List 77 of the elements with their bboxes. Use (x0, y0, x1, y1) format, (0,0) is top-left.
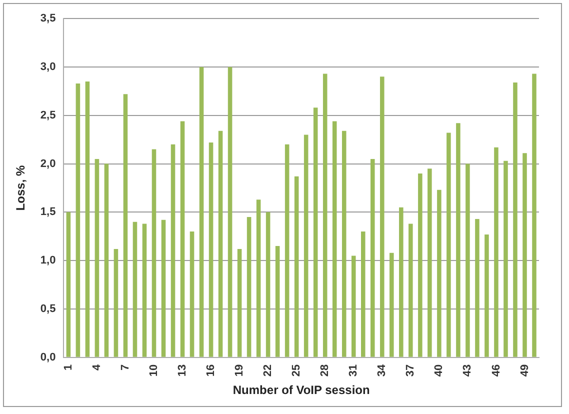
bar (256, 200, 261, 357)
x-tick-label: 1 (62, 364, 74, 370)
bar (190, 232, 194, 357)
x-tick-label: 31 (348, 364, 360, 377)
y-tick-label: 3,5 (40, 12, 56, 25)
bar (304, 134, 308, 357)
bar (180, 121, 185, 357)
x-tick-label: 46 (490, 364, 502, 377)
bar (484, 234, 489, 357)
x-tick-label: 4 (90, 363, 103, 370)
x-tick-label: 7 (120, 364, 132, 370)
bar (342, 130, 346, 357)
bar (152, 149, 156, 357)
bar (218, 130, 223, 357)
y-tick-label: 2,0 (40, 158, 56, 170)
bar (390, 252, 394, 357)
x-tick-label: 13 (176, 364, 189, 377)
bar (504, 160, 508, 357)
bar (170, 144, 176, 357)
bar (132, 222, 138, 357)
bar (313, 108, 318, 357)
bar (380, 76, 384, 357)
y-tick-label: 3,0 (40, 61, 56, 74)
bar (161, 220, 166, 357)
y-tick-label: 1,0 (40, 254, 56, 267)
bar (123, 94, 128, 357)
x-tick-label: 22 (262, 364, 274, 377)
bar (237, 248, 242, 357)
bar (456, 123, 460, 357)
bar (142, 224, 147, 357)
bar (322, 74, 328, 357)
x-tick-label: 40 (433, 364, 446, 377)
x-tick-label: 28 (319, 364, 332, 377)
bar (446, 132, 451, 357)
bar (284, 144, 290, 357)
x-tick-label: 25 (290, 364, 303, 377)
bar (208, 142, 214, 357)
bar (360, 232, 366, 357)
bar (114, 248, 118, 357)
y-tick-label: 0,5 (40, 303, 56, 315)
bar (199, 66, 204, 357)
x-tick-label: 37 (404, 364, 417, 377)
bar (370, 158, 375, 357)
bar (104, 164, 109, 357)
x-tick-label: 49 (518, 364, 531, 377)
y-tick-label: 2,5 (40, 109, 56, 122)
bar (437, 190, 442, 357)
bar (94, 158, 100, 357)
bar (246, 217, 252, 357)
bar (332, 121, 337, 357)
bar (466, 164, 470, 357)
y-axis-title: Loss, % (14, 164, 28, 211)
bar (294, 176, 299, 357)
bar (66, 212, 71, 357)
bar (408, 224, 413, 357)
bar (76, 83, 80, 357)
y-tick-label: 0,0 (40, 351, 56, 364)
bar (275, 246, 280, 357)
bar (85, 82, 90, 357)
x-tick-label: 19 (234, 364, 246, 377)
bar (266, 212, 270, 357)
bar (418, 173, 422, 357)
x-tick-label: 34 (376, 363, 388, 377)
bar (532, 74, 536, 357)
bar (228, 66, 232, 357)
bar (428, 168, 432, 357)
x-tick-label: 10 (148, 364, 160, 377)
x-tick-label: 43 (462, 364, 474, 377)
bar (522, 153, 527, 357)
x-tick-label: 16 (205, 364, 218, 377)
bar (513, 82, 518, 357)
bar (494, 147, 498, 357)
bar (351, 256, 356, 357)
bar (399, 207, 404, 357)
x-axis-title: Number of VoIP session (232, 383, 370, 398)
bar (475, 218, 480, 357)
y-tick-label: 1,5 (40, 206, 56, 218)
